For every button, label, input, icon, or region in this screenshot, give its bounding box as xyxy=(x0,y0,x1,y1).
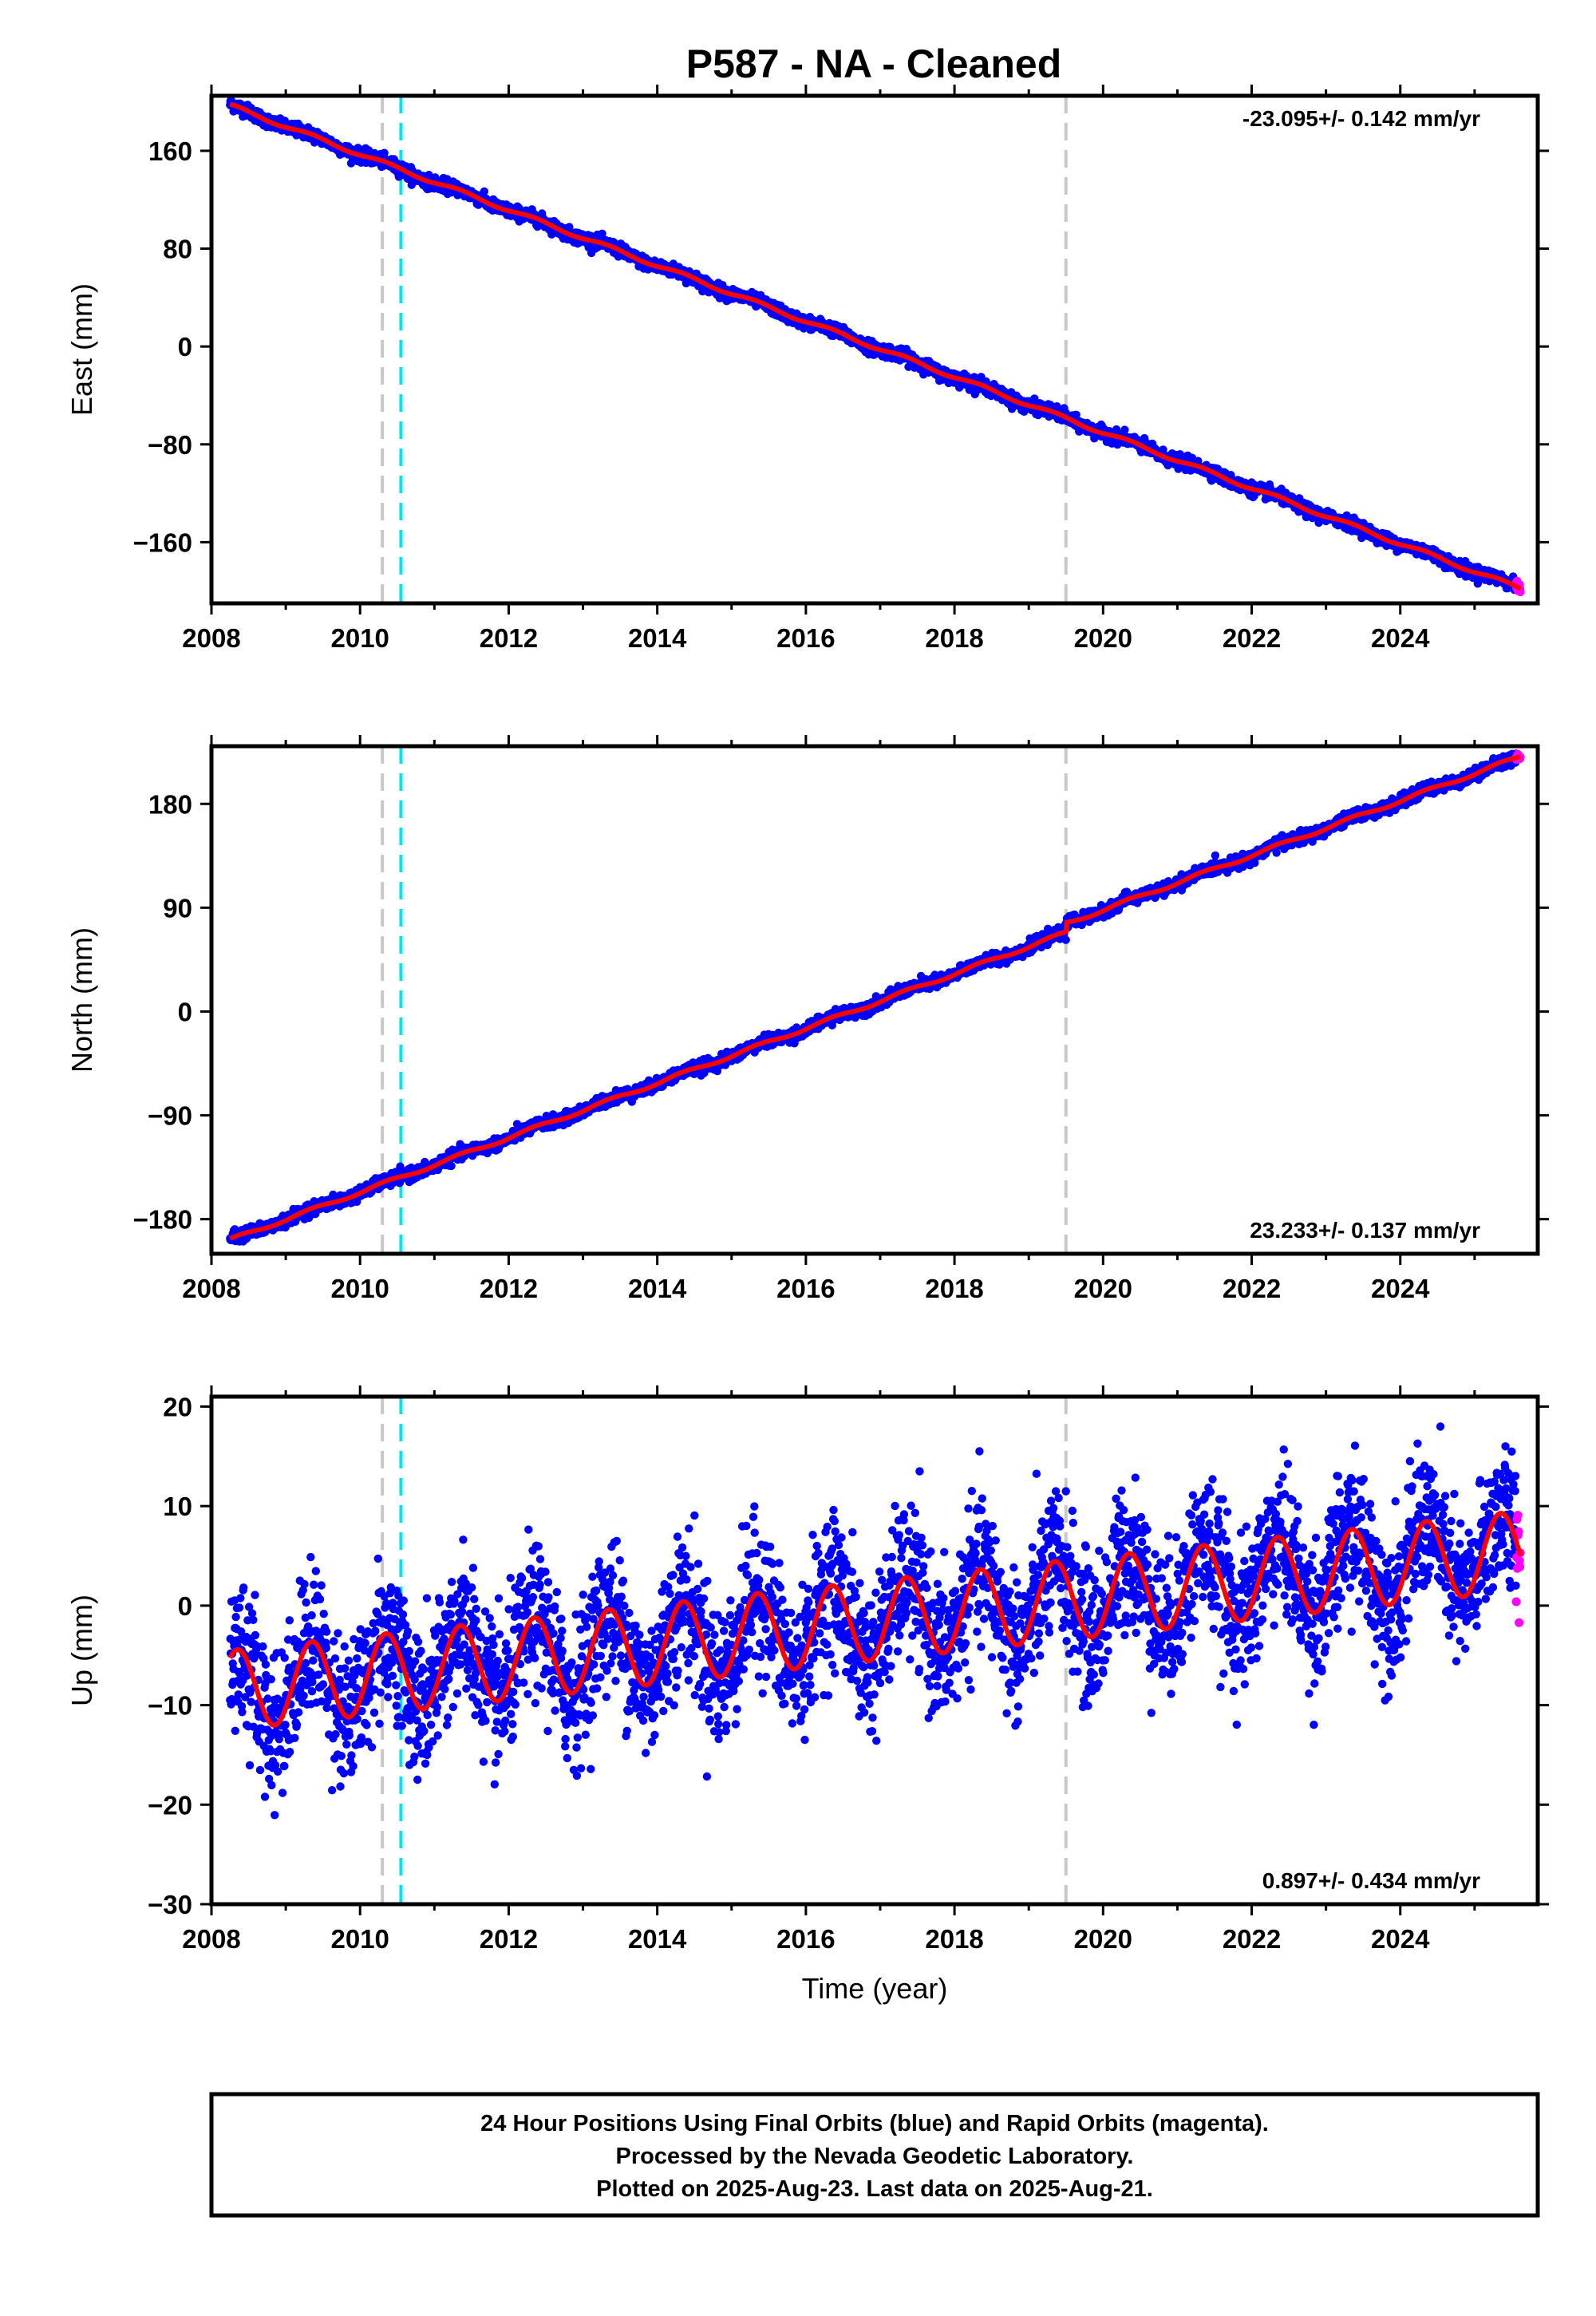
x-tick-label: 2014 xyxy=(628,623,687,653)
x-tick-label: 2018 xyxy=(925,623,983,653)
plot-area xyxy=(226,96,1525,603)
x-tick-label: 2012 xyxy=(480,623,538,653)
x-tick-label: 2016 xyxy=(776,623,835,653)
final-orbit-point xyxy=(380,148,389,157)
plot-area xyxy=(226,746,1525,1254)
final-orbit-point xyxy=(447,1161,456,1171)
velocity-label: -23.095+/- 0.142 mm/yr xyxy=(1242,106,1480,131)
x-tick-label: 2024 xyxy=(1371,623,1430,653)
figure-title: P587 - NA - Cleaned xyxy=(686,41,1062,86)
x-tick-label: 2010 xyxy=(331,623,389,653)
y-tick-label: −160 xyxy=(133,528,192,557)
east-panel: 2008 2010 2012 2014 2016 2018 2020 2022 2024 −160… xyxy=(65,85,1549,653)
x-tick-label: 2022 xyxy=(1223,623,1281,653)
y-axis-label: East (mm) xyxy=(65,283,98,416)
y-tick-label: −80 xyxy=(148,430,192,460)
y-tick-label: 80 xyxy=(163,235,192,264)
y-tick-label: 160 xyxy=(148,136,192,166)
x-tick-label: 2020 xyxy=(1074,623,1132,653)
final-orbit-point xyxy=(598,229,606,238)
final-orbit-point xyxy=(480,187,488,196)
x-tick-label: 2008 xyxy=(182,623,240,653)
y-tick-label: 0 xyxy=(178,332,192,362)
north-panel: 2008 2010 2012 2014 2016 2018 2020 2022 2024−180… xyxy=(65,735,1549,1303)
